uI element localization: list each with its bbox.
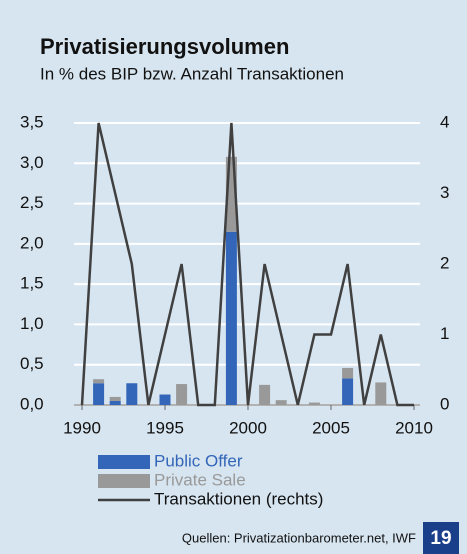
bar [225,231,237,405]
bar [176,384,188,405]
x-tick-label: 2005 [312,418,350,437]
y-tick-label: 3,0 [20,153,44,172]
legend-swatch [98,474,150,488]
x-tick-label: 2000 [229,418,267,437]
x-tick-label: 1990 [63,418,101,437]
bar [375,382,387,405]
legend-swatch [98,455,150,469]
y2-tick-label: 3 [440,183,449,202]
bar [225,156,237,232]
source: Quellen: Privatizationbarometer.net, IWF [182,530,416,545]
y-tick-label: 1,0 [20,314,44,333]
page-badge [423,522,459,554]
bar [342,367,354,379]
bar [259,384,271,405]
y2-tick-label: 4 [440,112,449,131]
bar [308,402,320,405]
chart-title: Privatisierungsvolumen [40,34,289,59]
y2-tick-label: 2 [440,253,449,272]
bar [126,383,138,405]
chart-subtitle: In % des BIP bzw. Anzahl Transaktionen [40,64,344,83]
legend-label: Transaktionen (rechts) [154,489,323,508]
bar [159,394,171,405]
x-tick-label: 2010 [395,418,433,437]
y2-tick-label: 0 [440,394,449,413]
page-number: 19 [430,528,451,549]
bar [109,396,121,401]
x-tick-label: 1995 [146,418,184,437]
y-tick-label: 2,0 [20,233,44,252]
y-tick-label: 3,5 [20,112,44,131]
y-tick-label: 0,0 [20,394,44,413]
line [80,122,414,407]
y-tick-label: 2,5 [20,193,44,212]
bar [275,400,287,405]
y2-tick-label: 1 [440,324,449,343]
legend-label: Private Sale [154,470,246,489]
bar [93,379,105,384]
bar [342,378,354,405]
bar [93,383,105,405]
legend-label: Public Offer [154,451,243,470]
y-tick-label: 0,5 [20,354,44,373]
y-tick-label: 1,5 [20,274,44,293]
bar [109,400,121,405]
